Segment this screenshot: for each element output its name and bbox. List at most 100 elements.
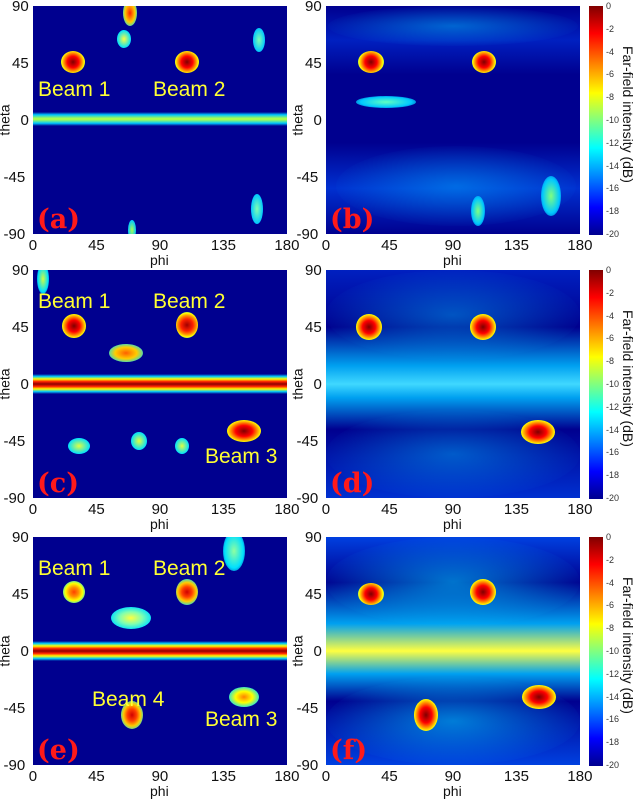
x-tick-label: 90 [444, 501, 462, 518]
x-tick-label: 45 [88, 237, 105, 254]
x-tick-label: 45 [381, 237, 398, 254]
x-axis-label: phi [443, 516, 462, 532]
theta-zero-band [33, 112, 287, 126]
x-tick-label: 45 [381, 768, 398, 785]
y-tick-label: 45 [12, 55, 29, 72]
colorbar-tick-label: -2 [606, 287, 615, 298]
sidelobe [68, 438, 90, 454]
y-tick-label: 0 [20, 112, 29, 129]
y-tick-label: 0 [313, 376, 322, 393]
colorbar [589, 270, 603, 499]
x-tick-label: 180 [567, 237, 593, 254]
x-tick-label: 135 [210, 768, 236, 785]
beam-2-label: Beam 2 [153, 290, 226, 313]
colorbar-tick-label: -18 [606, 206, 620, 217]
x-axis-label: phi [150, 516, 169, 532]
beam-2-label: Beam 2 [153, 78, 226, 101]
sidelobe [229, 687, 259, 707]
sidelobe [328, 6, 578, 46]
y-tick-label: -45 [296, 700, 319, 717]
beam-2-peak [472, 51, 496, 73]
colorbar-title: Far-field intensity (dB) [620, 577, 636, 714]
colorbar-tick-label: -14 [606, 424, 620, 435]
x-tick-label: 0 [28, 501, 38, 518]
panel-label-e: (e) [37, 735, 80, 765]
heatmap-panel-d: (d) [326, 270, 580, 498]
colorbar-tick-label: -16 [606, 714, 620, 725]
sidelobe [253, 28, 265, 52]
y-tick-label: -90 [296, 226, 319, 243]
sidelobe [109, 344, 143, 362]
colorbar-tick-label: -12 [606, 137, 620, 148]
colorbar-tick-label: -8 [606, 623, 615, 634]
x-axis-label: phi [443, 252, 462, 268]
colorbar-tick-label: 0 [606, 532, 612, 542]
sidelobe [251, 194, 263, 224]
colorbar-tick-label: -20 [606, 760, 620, 770]
heatmap-panel-c: Beam 1 Beam 2 Beam 3 (c) [33, 270, 287, 498]
beam-1-peak [358, 583, 384, 605]
y-tick-label: -45 [296, 169, 319, 186]
colorbar-tick-label: -14 [606, 160, 620, 171]
beam-1-peak [356, 314, 382, 340]
y-tick-label: 45 [12, 319, 29, 336]
x-tick-label: 0 [321, 501, 331, 518]
colorbar-title: Far-field intensity (dB) [620, 46, 636, 183]
heatmap-panel-a: Beam 1 Beam 2 (a) [33, 6, 287, 234]
x-tick-label: 135 [210, 237, 236, 254]
x-tick-label: 45 [381, 501, 398, 518]
x-tick-label: 135 [503, 501, 529, 518]
colorbar-tick-label: -10 [606, 646, 620, 656]
colorbar-tick-label: 0 [606, 265, 612, 275]
beam-2-label: Beam 2 [153, 557, 226, 580]
sidelobe [336, 146, 576, 226]
x-tick-label: 90 [151, 237, 169, 254]
x-tick-label: 45 [88, 501, 105, 518]
x-axis-label: phi [150, 783, 169, 799]
heatmap-panel-b: (b) [326, 6, 580, 234]
beam-1-peak [63, 581, 85, 603]
colorbar [589, 537, 603, 766]
y-tick-label: 45 [305, 586, 322, 603]
x-tick-label: 135 [503, 768, 529, 785]
x-axis-label: phi [150, 252, 169, 268]
y-tick-label: -90 [3, 757, 26, 774]
panel-label-c: (c) [37, 468, 79, 498]
y-axis-label: theta [289, 635, 306, 667]
theta-zero-band [33, 374, 287, 394]
y-axis-label: theta [289, 368, 306, 400]
colorbar-tick-label: -12 [606, 668, 620, 679]
colorbar-tick-label: -2 [606, 23, 615, 34]
y-tick-label: 90 [305, 262, 322, 279]
colorbar-tick-label: -4 [606, 310, 615, 321]
sidelobe [471, 196, 485, 226]
beam-2-peak [470, 579, 496, 605]
colorbar-title: Far-field intensity (dB) [620, 310, 636, 447]
colorbar-tick-label: -4 [606, 577, 615, 588]
beam-1-label: Beam 1 [38, 557, 111, 580]
sidelobe [111, 607, 151, 629]
x-tick-label: 180 [274, 501, 300, 518]
colorbar-tick-label: -4 [606, 46, 615, 57]
y-tick-label: -45 [3, 169, 26, 186]
x-axis-label: phi [443, 783, 462, 799]
x-tick-label: 0 [28, 237, 38, 254]
colorbar-tick-label: -18 [606, 470, 620, 481]
heatmap-panel-f: (f) [326, 537, 580, 765]
y-tick-label: -90 [3, 490, 26, 507]
beam-2-peak [470, 314, 496, 340]
beam-2-peak [176, 579, 198, 605]
colorbar-tick-label: -14 [606, 691, 620, 702]
beam-1-label: Beam 1 [38, 290, 111, 313]
y-tick-label: 45 [12, 586, 29, 603]
beam-3-peak [522, 685, 556, 709]
x-tick-label: 90 [151, 501, 169, 518]
y-tick-label: 0 [313, 643, 322, 660]
y-axis-label: theta [0, 635, 13, 667]
beam-2-peak [175, 51, 199, 73]
y-tick-label: 45 [305, 55, 322, 72]
sidelobe [223, 537, 245, 571]
sidelobe [175, 438, 189, 454]
x-tick-label: 0 [28, 768, 38, 785]
x-tick-label: 180 [567, 768, 593, 785]
